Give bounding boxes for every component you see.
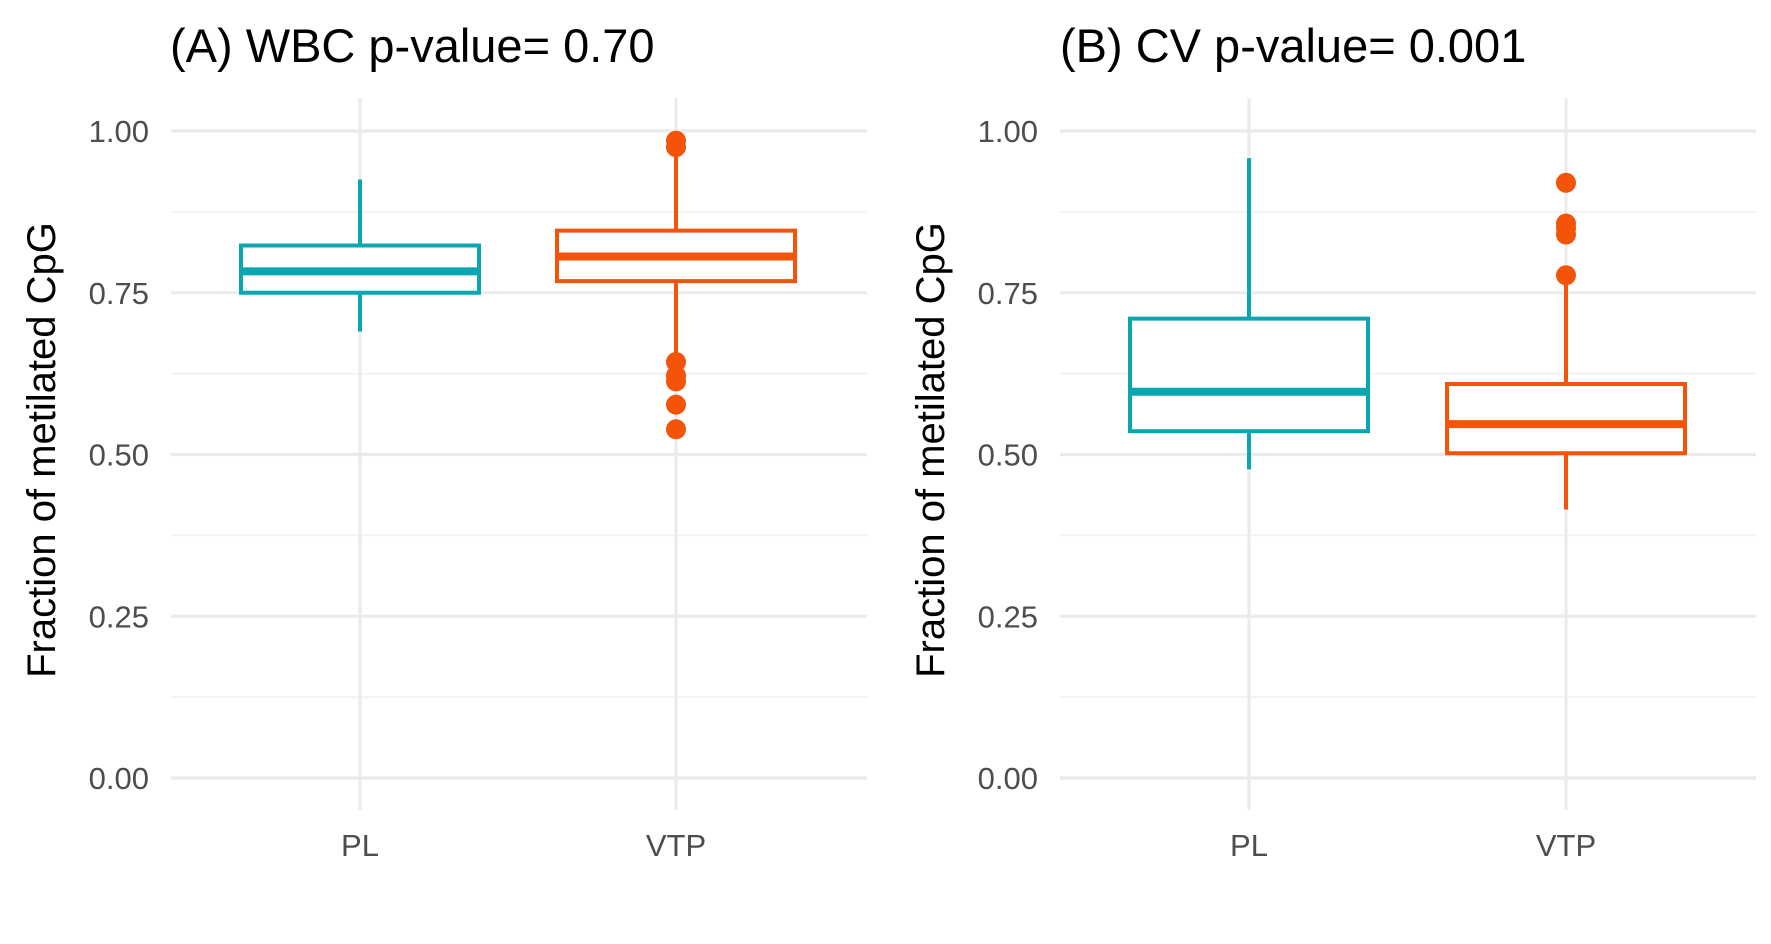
panel-a-x-tick-label: PL [341,828,379,863]
panel-a-y-ticks: 0.00 0.25 0.50 0.75 1.00 [89,114,149,796]
panel-b-x-tick-label: PL [1230,828,1268,863]
panel-b-y-tick-label: 0.25 [978,599,1038,634]
panel-a-y-tick-label: 0.25 [89,599,149,634]
panel-b: (B) CV p-value= 0.001 Fraction of metila… [909,19,1756,863]
panel-a-title: (A) WBC p-value= 0.70 [170,19,655,72]
panel-b-box-pl [1128,158,1370,470]
panel-a-y-tick-label: 1.00 [89,114,149,149]
panel-b-title: (B) CV p-value= 0.001 [1060,19,1526,72]
panel-a-grid [171,98,867,810]
panel-a-boxes [239,130,797,440]
panel-b-box-vtp-outlier [1556,224,1576,245]
panel-b-y-tick-label: 0.75 [978,276,1038,311]
panel-a-box-pl [239,179,481,332]
panel-a-y-tick-label: 0.00 [89,761,149,796]
panel-a-x-tick-label: VTP [646,828,706,863]
panel-b-y-ticks: 0.00 0.25 0.50 0.75 1.00 [978,114,1038,796]
panel-b-box-pl-iqr [1128,316,1370,434]
panel-b-box-vtp-outlier [1556,172,1576,193]
panel-b-x-tick-label: VTP [1536,828,1596,863]
panel-b-y-tick-label: 0.50 [978,438,1038,473]
panel-b-boxes [1128,158,1687,510]
panel-b-y-tick-label: 1.00 [978,114,1038,149]
panel-a-y-axis-label: Fraction of metilated CpG [20,222,64,678]
panel-a-box-vtp-outlier [666,394,686,415]
panel-b-box-vtp [1445,172,1687,510]
panel-a-y-tick-label: 0.75 [89,276,149,311]
panel-a-box-vtp-outlier [666,137,686,158]
panel-a-box-vtp-outlier [666,371,686,392]
panel-a: (A) WBC p-value= 0.70 Fraction of metila… [20,19,867,863]
panel-b-y-tick-label: 0.00 [978,761,1038,796]
panel-a-x-ticks: PL VTP [341,828,706,863]
panel-a-box-vtp [555,130,797,440]
panel-a-y-tick-label: 0.50 [89,438,149,473]
panel-a-box-vtp-outlier [666,419,686,440]
panel-b-box-vtp-iqr [1445,381,1687,456]
panel-b-box-vtp-outlier [1556,265,1576,286]
panel-b-x-ticks: PL VTP [1230,828,1596,863]
panel-b-y-axis-label: Fraction of metilated CpG [909,222,953,678]
